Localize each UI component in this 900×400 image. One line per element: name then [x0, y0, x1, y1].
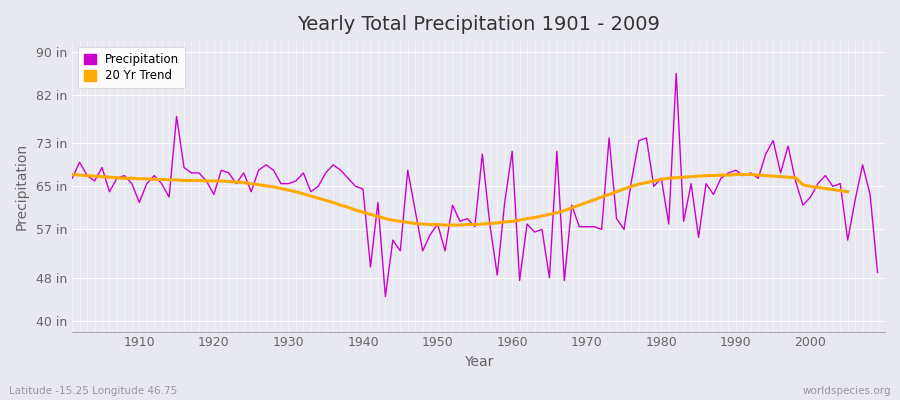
Text: Latitude -15.25 Longitude 46.75: Latitude -15.25 Longitude 46.75 — [9, 386, 177, 396]
Y-axis label: Precipitation: Precipitation — [15, 143, 29, 230]
Text: worldspecies.org: worldspecies.org — [803, 386, 891, 396]
X-axis label: Year: Year — [464, 355, 493, 369]
Title: Yearly Total Precipitation 1901 - 2009: Yearly Total Precipitation 1901 - 2009 — [297, 15, 660, 34]
Legend: Precipitation, 20 Yr Trend: Precipitation, 20 Yr Trend — [78, 47, 185, 88]
